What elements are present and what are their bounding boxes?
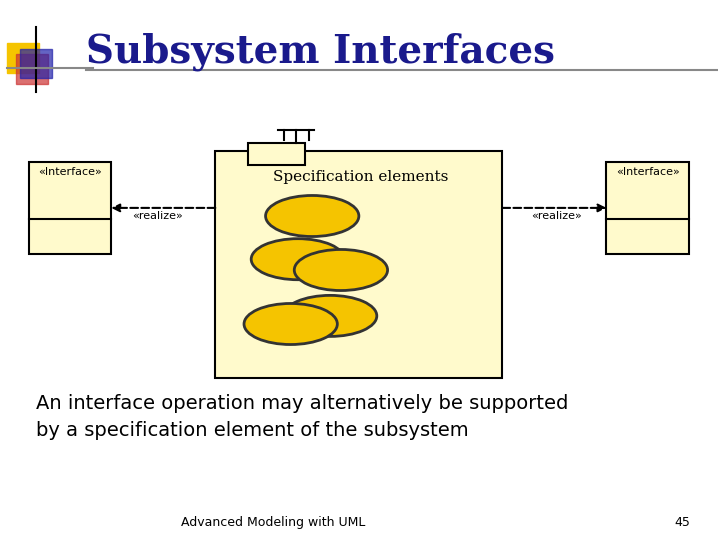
Bar [20,49,53,78]
Text: An interface operation may alternatively be supported
by a specification element: An interface operation may alternatively… [36,394,568,440]
FancyBboxPatch shape [215,151,503,378]
FancyBboxPatch shape [248,143,305,165]
Ellipse shape [266,195,359,237]
Ellipse shape [251,239,344,280]
Ellipse shape [284,295,377,336]
Text: Subsystem Interfaces: Subsystem Interfaces [86,32,555,71]
Text: «Interface»: «Interface» [616,167,680,178]
Bar [16,54,48,84]
Text: «Interface»: «Interface» [38,167,102,178]
FancyBboxPatch shape [606,162,689,254]
Text: Specification elements: Specification elements [273,170,448,184]
Ellipse shape [294,249,387,291]
Bar [7,43,40,73]
Text: Advanced Modeling with UML: Advanced Modeling with UML [181,516,365,529]
FancyBboxPatch shape [29,162,112,254]
Ellipse shape [244,303,338,345]
Text: «realize»: «realize» [132,211,184,221]
Text: 45: 45 [674,516,690,529]
Text: «realize»: «realize» [531,211,582,221]
